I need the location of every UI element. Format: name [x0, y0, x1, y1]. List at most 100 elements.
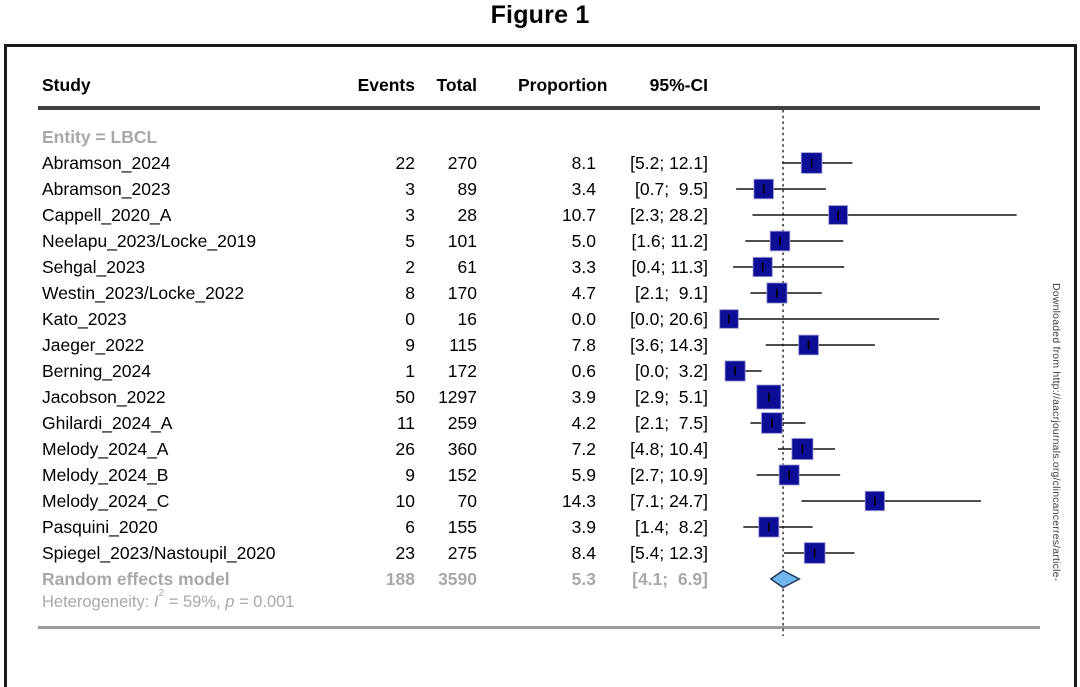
- ci-value: [1.4; 8.2]: [635, 517, 708, 537]
- proportion-value: 3.9: [571, 517, 596, 537]
- events-value: 11: [396, 413, 415, 433]
- total-value: 70: [457, 491, 477, 511]
- proportion-value: 10.7: [561, 205, 596, 225]
- study-label: Abramson_2023: [42, 179, 171, 199]
- total-value: 170: [447, 283, 477, 303]
- p-value: = 0.001: [234, 593, 295, 611]
- proportion-value: 7.8: [571, 335, 596, 355]
- study-label: Berning_2024: [42, 361, 151, 381]
- study-label: Westin_2023/Locke_2022: [42, 283, 245, 303]
- ci-value: [2.9; 5.1]: [635, 387, 708, 407]
- total-value: 115: [449, 335, 477, 355]
- events-value: 50: [395, 387, 415, 407]
- proportion-value: 14.3: [561, 491, 596, 511]
- ci-value: [2.1; 9.1]: [635, 283, 708, 303]
- proportion-value: 5.9: [571, 465, 596, 485]
- ci-value: [2.3; 28.2]: [630, 205, 708, 225]
- pooled-effect-row: Random effects model 188 3590 5.3 [4.1; 6.9]: [0, 566, 1080, 592]
- i-squared-exponent: 2: [158, 587, 165, 599]
- total-value: 101: [447, 231, 477, 251]
- proportion-value: 4.7: [571, 283, 596, 303]
- study-label: Melody_2024_B: [42, 465, 169, 485]
- column-header-ci: 95%-CI: [649, 75, 708, 95]
- heterogeneity-note: Heterogeneity: I2 = 59%, p = 0.001: [42, 587, 295, 615]
- ci-value: [2.7; 10.9]: [630, 465, 708, 485]
- study-row: Kato_2023 0 16 0.0 [0.0; 20.6]: [0, 306, 1080, 332]
- journal-watermark: Downloaded from http://aacrjournals.org/…: [1050, 283, 1062, 582]
- study-label: Ghilardi_2024_A: [42, 413, 173, 433]
- total-value: 16: [457, 309, 477, 329]
- study-label: Melody_2024_A: [42, 439, 169, 459]
- study-row: Sehgal_2023 2 61 3.3 [0.4; 11.3]: [0, 254, 1080, 280]
- total-value: 275: [447, 543, 477, 563]
- study-label: Spiegel_2023/Nastoupil_2020: [42, 543, 276, 563]
- forest-plot-panel: [4, 44, 1077, 687]
- ci-value: [0.7; 9.5]: [635, 179, 708, 199]
- proportion-value: 3.3: [571, 257, 596, 277]
- heterogeneity-prefix: Heterogeneity:: [42, 593, 154, 611]
- events-value: 188: [385, 569, 415, 589]
- ci-value: [0.0; 3.2]: [635, 361, 708, 381]
- total-value: 152: [447, 465, 477, 485]
- total-value: 3590: [438, 569, 477, 589]
- events-value: 8: [405, 283, 415, 303]
- events-value: 3: [405, 205, 415, 225]
- column-header-events: Events: [357, 75, 415, 95]
- header-rule: [38, 106, 1040, 110]
- study-row: Spiegel_2023/Nastoupil_2020 23 275 8.4 [5.4;…: [0, 540, 1080, 566]
- events-value: 22: [395, 153, 415, 173]
- total-value: 270: [447, 153, 477, 173]
- events-value: 23: [395, 543, 415, 563]
- column-header-proportion: Proportion: [518, 75, 608, 95]
- study-label: Kato_2023: [42, 309, 127, 329]
- events-value: 26: [395, 439, 415, 459]
- study-row: Westin_2023/Locke_2022 8 170 4.7 [2.1; 9.1]: [0, 280, 1080, 306]
- group-heading-row: Entity = LBCL: [0, 124, 1080, 150]
- events-value: 0: [405, 309, 415, 329]
- ci-value: [5.4; 12.3]: [630, 543, 708, 563]
- ci-value: [4.8; 10.4]: [630, 439, 708, 459]
- proportion-value: 5.3: [571, 569, 596, 589]
- proportion-value: 7.2: [571, 439, 596, 459]
- total-value: 172: [447, 361, 477, 381]
- total-value: 360: [447, 439, 477, 459]
- ci-value: [1.6; 11.2]: [631, 231, 708, 251]
- p-symbol: p: [225, 593, 235, 611]
- total-value: 89: [457, 179, 477, 199]
- study-label: Melody_2024_C: [42, 491, 170, 511]
- ci-value: [3.6; 14.3]: [630, 335, 708, 355]
- footer-rule: [38, 626, 1040, 629]
- figure-title: Figure 1: [490, 1, 590, 29]
- study-label: Cappell_2020_A: [42, 205, 172, 225]
- events-value: 10: [395, 491, 415, 511]
- study-label: Jacobson_2022: [42, 387, 166, 407]
- column-header-study: Study: [42, 75, 91, 95]
- events-value: 2: [405, 257, 415, 277]
- study-row: Ghilardi_2024_A 11 259 4.2 [2.1; 7.5]: [0, 410, 1080, 436]
- events-value: 1: [405, 361, 415, 381]
- study-label: Sehgal_2023: [42, 257, 146, 277]
- study-label: Neelapu_2023/Locke_2019: [42, 231, 257, 251]
- proportion-value: 5.0: [571, 231, 596, 251]
- study-row: Berning_2024 1 172 0.6 [0.0; 3.2]: [0, 358, 1080, 384]
- column-header-total: Total: [436, 75, 477, 95]
- study-label: Jaeger_2022: [42, 335, 145, 355]
- study-label: Abramson_2024: [42, 153, 171, 173]
- total-value: 155: [447, 517, 477, 537]
- study-row: Melody_2024_A 26 360 7.2 [4.8; 10.4]: [0, 436, 1080, 462]
- total-value: 259: [447, 413, 477, 433]
- study-row: Cappell_2020_A 3 28 10.7 [2.3; 28.2]: [0, 202, 1080, 228]
- events-value: 9: [405, 465, 415, 485]
- ci-value: [5.2; 12.1]: [630, 153, 708, 173]
- events-value: 3: [405, 179, 415, 199]
- study-row: Neelapu_2023/Locke_2019 5 101 5.0 [1.6; 11.2…: [0, 228, 1080, 254]
- study-label: Pasquini_2020: [42, 517, 158, 537]
- ci-value: [0.0; 20.6]: [630, 309, 708, 329]
- proportion-value: 3.9: [571, 387, 596, 407]
- total-value: 61: [457, 257, 477, 277]
- study-row: Pasquini_2020 6 155 3.9 [1.4; 8.2]: [0, 514, 1080, 540]
- ci-value: [0.4; 11.3]: [631, 257, 708, 277]
- study-row: Jacobson_2022 50 1297 3.9 [2.9; 5.1]: [0, 384, 1080, 410]
- total-value: 28: [457, 205, 477, 225]
- study-label: Entity = LBCL: [42, 127, 158, 147]
